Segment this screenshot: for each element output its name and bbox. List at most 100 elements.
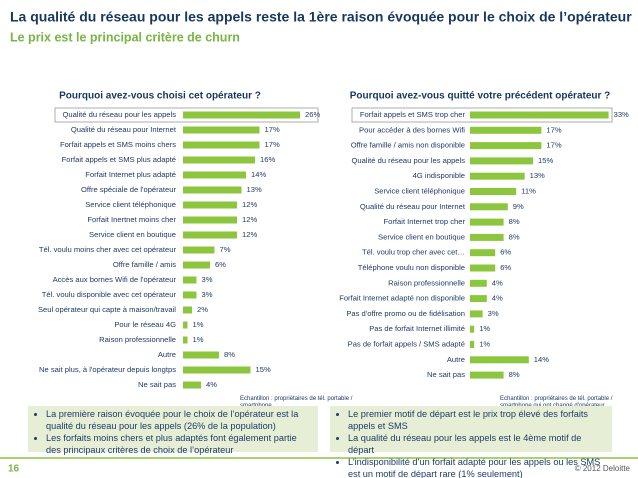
bar [183,126,260,134]
sample-note-line: smartphone [240,403,272,409]
page-number: 16 [8,464,20,475]
value-label: 17% [546,141,561,150]
category-label: Raison professionnelle [99,335,176,344]
category-label: Pas de forfait appels / SMS adapté [348,340,465,349]
bar [183,291,197,299]
category-label: Accès aux bornes Wifi de l'opérateur [53,275,177,284]
category-label: Service client téléphonique [374,187,465,196]
bar [470,310,483,318]
value-label: 4% [206,380,217,389]
category-label: Service client en boutique [378,232,465,241]
category-label: Qualité du réseau pour les appels [351,156,465,165]
bar [183,231,237,239]
chart-title: Pourquoi avez-vous choisi cet opérateur … [59,91,261,102]
left-bullets: La première raison évoquée pour le choix… [28,406,318,455]
category-label: Ne sait plus, à l'opérateur depuis longt… [39,365,176,374]
value-label: 12% [242,230,257,239]
category-label: Forfait appels et SMS trop cher [360,110,466,119]
copyright: © 2012 Deloitte [575,464,631,473]
value-label: 14% [534,355,549,364]
value-label: 3% [202,290,213,299]
bar [470,111,609,119]
value-label: 1% [479,324,490,333]
bar [470,279,487,287]
category-label: Offre famille / amis non disponible [351,141,465,150]
category-label: Forfait Internet trop cher [384,217,466,226]
value-label: 33% [614,110,629,119]
bar [183,276,197,284]
category-label: Tél. voulu trop cher avec cet… [362,248,465,257]
bar [470,295,487,303]
value-label: 14% [251,170,266,179]
category-label: Pas de forfait Internet illimité [369,324,465,333]
value-label: 1% [193,320,204,329]
slide-subtitle: Le prix est le principal critère de chur… [10,30,240,44]
bar [183,171,246,179]
category-label: Qualité du réseau pour Internet [360,202,466,211]
category-label: Autre [158,350,176,359]
chart-title: Pourquoi avez-vous quitté votre précéden… [350,91,611,102]
bullet: Le premier motif de départ est le prix t… [348,409,606,432]
bar [183,216,237,224]
bar [183,366,251,374]
value-label: 11% [521,187,536,196]
bullet: L’indisponibilité d’un forfait adapté po… [348,457,606,478]
value-label: 9% [513,202,524,211]
bar [470,157,533,165]
bar [183,261,210,269]
category-label: Qualité du réseau pour Internet [71,125,177,134]
bar [470,325,475,333]
value-label: 3% [488,309,499,318]
category-label: Seul opérateur qui capte à maison/travai… [38,305,176,314]
sample-note-line: Echantillon : propriétaires de tél. port… [500,396,613,402]
category-label: Pas d'offre promo ou de fidélisation [346,309,465,318]
value-label: 6% [500,263,511,272]
value-label: 4% [492,294,503,303]
category-label: Offre famille / amis [113,260,176,269]
bar [470,188,517,195]
bar [470,126,542,134]
highlight-box [351,107,613,123]
bar [183,186,242,194]
category-label: Ne sait pas [427,370,465,379]
bar [183,111,300,119]
value-label: 7% [220,245,231,254]
value-label: 16% [260,155,275,164]
value-label: 6% [215,260,226,269]
highlight-box [54,107,319,123]
bar [183,306,192,314]
value-label: 8% [509,217,520,226]
value-label: 15% [538,156,553,165]
value-label: 26% [305,110,320,119]
bar [470,341,475,348]
bar [470,233,504,241]
bar [183,336,188,344]
bullet: La première raison évoquée pour le choix… [46,409,312,432]
sample-note-line: smartphone qui ont changé d'opérateur [500,403,605,409]
category-label: Qualité du réseau pour les appels [62,110,176,119]
category-label: Service client téléphonique [85,200,176,209]
bar [470,172,525,180]
category-label: Ne sait pas [138,380,176,389]
bar [470,218,504,226]
value-label: 13% [530,171,545,180]
bar [470,264,496,272]
value-label: 12% [242,215,257,224]
bar [183,156,255,164]
bar [183,351,219,359]
category-label: Autre [447,355,465,364]
category-label: Raison professionnelle [388,278,465,287]
category-label: Offre spéciale de l'opérateur [81,185,176,194]
category-label: Tél. voulu disponible avec cet opérateur [42,290,177,299]
bar [470,249,496,257]
category-label: Tél. voulu moins cher avec cet opérateur [39,245,177,254]
value-label: 3% [202,275,213,284]
sample-note: Echantillon : propriétaires de tél. port… [500,396,613,409]
value-label: 1% [193,335,204,344]
bar [183,201,237,209]
value-label: 2% [197,305,208,314]
bullet: La qualité du réseau pour les appels est… [348,433,606,456]
bar [470,142,542,150]
